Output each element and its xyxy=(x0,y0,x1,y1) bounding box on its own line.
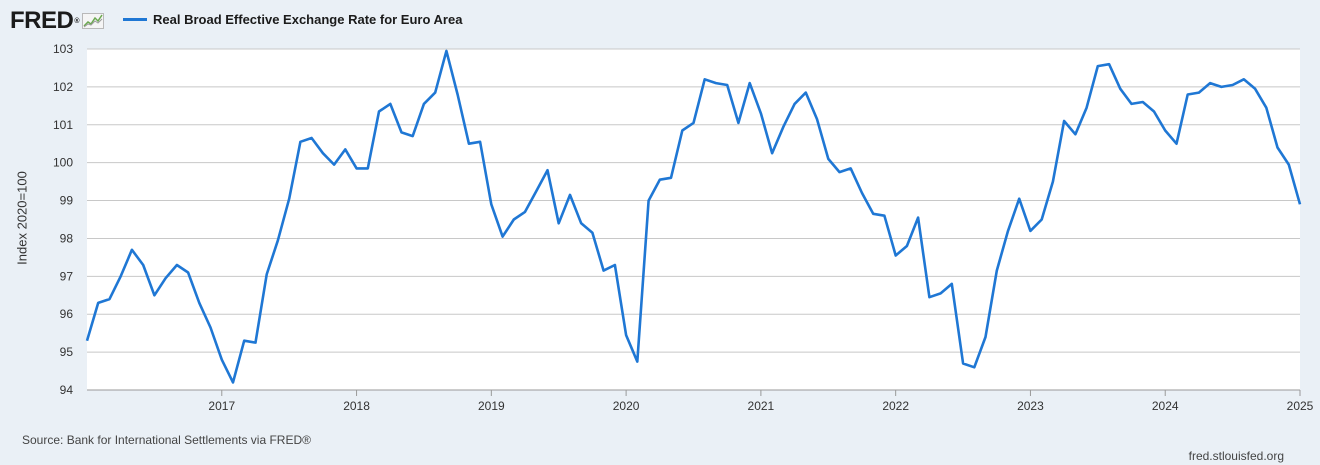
y-tick-label: 103 xyxy=(53,42,73,56)
logo-registered-mark: ® xyxy=(74,17,80,25)
plot-area xyxy=(87,49,1300,390)
y-tick-label: 98 xyxy=(60,231,74,245)
x-tick-label: 2024 xyxy=(1152,399,1179,413)
legend-line-swatch xyxy=(123,18,147,21)
y-tick-labels: 94 95 96 97 98 99 100 101 102 103 xyxy=(53,42,73,397)
y-tick-label: 97 xyxy=(60,269,74,283)
x-tick-labels: 2017 2018 2019 2020 2021 2022 2023 2024 2025 xyxy=(87,389,1314,413)
x-tick-label: 2021 xyxy=(748,399,775,413)
y-tick-label: 99 xyxy=(60,194,74,208)
y-tick-label: 100 xyxy=(53,156,73,170)
logo-text: FRED xyxy=(10,7,74,34)
y-tick-label: 96 xyxy=(60,307,74,321)
x-tick-label: 2019 xyxy=(478,399,505,413)
series-line[interactable] xyxy=(85,49,1302,384)
legend: Real Broad Effective Exchange Rate for E… xyxy=(123,12,462,27)
y-tick-label: 102 xyxy=(53,80,73,94)
source-note: Source: Bank for International Settlemen… xyxy=(22,433,311,447)
x-tick-label: 2017 xyxy=(208,399,235,413)
x-tick-label: 2018 xyxy=(343,399,370,413)
header: FRED ® xyxy=(10,7,105,35)
fred-logo[interactable]: FRED ® xyxy=(10,7,105,35)
y-tick-label: 95 xyxy=(60,345,74,359)
x-tick-label: 2020 xyxy=(613,399,640,413)
site-url[interactable]: fred.stlouisfed.org xyxy=(1188,449,1284,463)
fred-chart-logo-icon xyxy=(82,13,105,29)
y-tick-label: 94 xyxy=(60,383,74,397)
y-tick-label: 101 xyxy=(53,118,73,132)
x-tick-label: 2025 xyxy=(1287,399,1314,413)
x-tick-label: 2022 xyxy=(882,399,909,413)
legend-label: Real Broad Effective Exchange Rate for E… xyxy=(153,12,463,27)
x-tick-label: 2023 xyxy=(1017,399,1044,413)
